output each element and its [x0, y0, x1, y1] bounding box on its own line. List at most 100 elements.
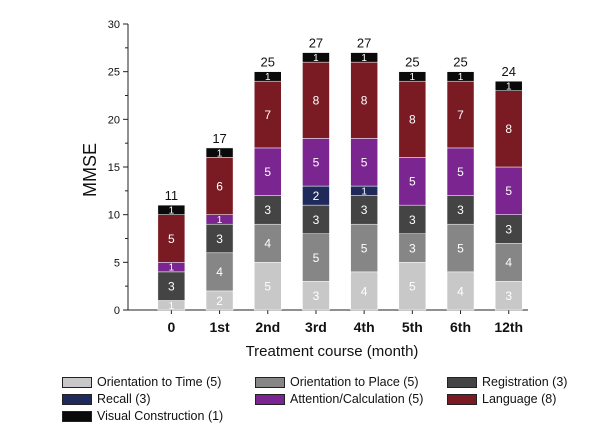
bar-segment: [302, 61, 330, 139]
data-label: 1: [169, 301, 175, 312]
x-tick-label: 2nd: [255, 319, 280, 335]
total-label: 25: [453, 55, 467, 70]
legend-label: Language (8): [482, 392, 557, 406]
data-label: 4: [457, 284, 464, 298]
bar-segment: [205, 147, 234, 158]
x-tick-label: 0: [167, 319, 175, 335]
data-label: 8: [505, 122, 512, 136]
labels: 1315111243161175435712535325812745315812…: [165, 36, 516, 312]
data-label: 3: [505, 289, 512, 303]
bar-segment: [350, 271, 378, 311]
data-label: 3: [457, 203, 464, 217]
legend-swatch: [62, 393, 92, 405]
legend-swatch: [62, 376, 92, 388]
legend-swatch: [447, 376, 477, 388]
data-label: 5: [505, 184, 512, 198]
y-tick-label: 5: [114, 257, 120, 269]
bar-segment: [254, 262, 282, 311]
bar-segment: [205, 252, 234, 292]
bar-segment: [446, 223, 475, 273]
y-tick-label: 30: [108, 19, 120, 31]
legend-item: Orientation to Place (5): [255, 374, 419, 390]
y-axis-label: MMSE: [80, 143, 100, 197]
data-label: 3: [409, 241, 416, 255]
data-label: 5: [409, 279, 416, 293]
y-tick-label: 25: [108, 67, 120, 79]
x-tick-label: 1st: [209, 319, 230, 335]
bar-segment: [157, 271, 186, 301]
x-tick-label: 3rd: [305, 319, 327, 335]
data-label: 2: [216, 294, 223, 308]
data-label: 1: [361, 53, 367, 64]
bar-segment: [398, 71, 427, 82]
data-label: 5: [361, 241, 368, 255]
bar-segment: [205, 157, 234, 215]
data-label: 1: [361, 186, 367, 197]
bar-segment: [302, 281, 330, 311]
bar-segment: [398, 262, 427, 311]
bar-segment: [254, 147, 282, 196]
data-label: 1: [410, 72, 416, 83]
bar-segment: [157, 214, 186, 263]
legend-label: Recall (3): [97, 392, 151, 406]
data-label: 7: [264, 108, 271, 122]
data-label: 8: [361, 94, 368, 108]
data-label: 5: [264, 279, 271, 293]
data-label: 1: [506, 82, 512, 93]
data-label: 6: [216, 179, 223, 193]
legend-item: Visual Construction (1): [62, 408, 223, 424]
y-tick-label: 10: [108, 210, 120, 222]
legend-label: Attention/Calculation (5): [290, 392, 424, 406]
x-tick-label: 5th: [402, 319, 423, 335]
bar-segment: [446, 71, 475, 82]
data-label: 3: [216, 232, 223, 246]
data-label: 3: [361, 203, 368, 217]
total-label: 25: [405, 55, 419, 70]
legend-swatch: [255, 376, 285, 388]
legend-label: Orientation to Time (5): [97, 375, 222, 389]
data-label: 1: [217, 215, 223, 226]
bar-segment: [302, 138, 330, 187]
data-label: 4: [505, 256, 512, 270]
total-label: 17: [212, 131, 226, 146]
bar-segment: [205, 223, 234, 254]
bar-segment: [157, 204, 186, 215]
x-tick-label: 4th: [354, 319, 375, 335]
data-label: 5: [313, 251, 320, 265]
data-label: 8: [313, 94, 320, 108]
total-label: 27: [309, 36, 323, 51]
legend-swatch: [447, 393, 477, 405]
data-label: 4: [216, 265, 223, 279]
data-label: 8: [409, 113, 416, 127]
bar-segment: [446, 147, 475, 196]
total-label: 24: [501, 64, 515, 79]
bar-segment: [302, 233, 330, 282]
data-label: 3: [505, 222, 512, 236]
legend-label: Orientation to Place (5): [290, 375, 419, 389]
bar-segment: [302, 52, 330, 63]
data-label: 5: [313, 156, 320, 170]
y-tick-label: 15: [108, 162, 120, 174]
bar-segment: [254, 80, 282, 149]
data-label: 1: [169, 206, 175, 217]
bar-segment: [494, 90, 523, 168]
data-label: 1: [313, 53, 319, 64]
bar-segment: [494, 80, 523, 91]
total-label: 25: [261, 55, 275, 70]
data-label: 7: [457, 108, 464, 122]
legend-item: Orientation to Time (5): [62, 374, 221, 390]
bar-segment: [494, 243, 523, 282]
bar-segment: [254, 195, 282, 225]
bar-segment: [446, 271, 475, 311]
total-label: 27: [357, 36, 371, 51]
data-label: 4: [361, 284, 368, 298]
bar-segment: [494, 214, 523, 244]
legend-item: Attention/Calculation (5): [255, 391, 423, 407]
bar-segment: [494, 281, 523, 311]
legend-swatch: [62, 410, 92, 422]
bar-segment: [254, 223, 282, 263]
legend-label: Visual Construction (1): [97, 409, 224, 423]
data-label: 3: [264, 203, 271, 217]
